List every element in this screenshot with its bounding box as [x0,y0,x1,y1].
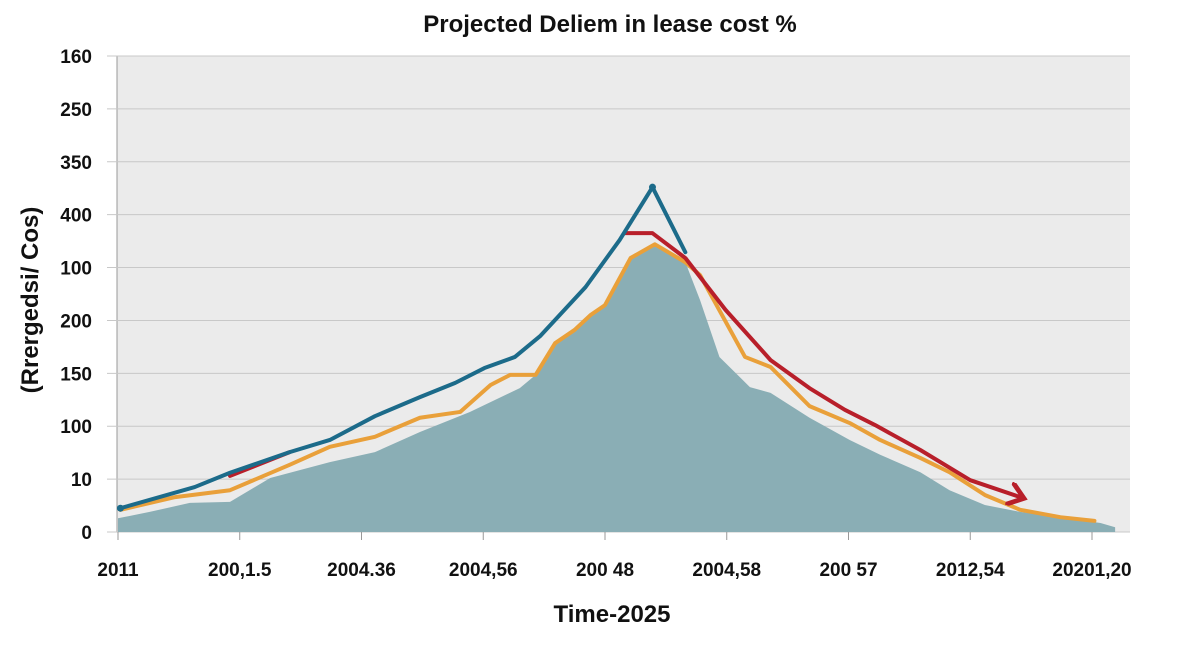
y-axis-label: (Rrergedsi/ Cos) [17,207,44,394]
x-tick-label: 200 48 [576,560,634,581]
y-tick-label: 160 [60,47,92,68]
y-tick-label: 10 [71,470,92,491]
y-tick-label: 0 [81,523,92,544]
x-tick-label: 200,1.5 [208,560,272,581]
x-tick-label: 200 57 [819,560,877,581]
x-axis-label: Time-2025 [554,601,671,628]
y-tick-label: 100 [60,417,92,438]
y-tick-label: 400 [60,206,92,227]
x-tick-label: 2012,54 [936,560,1005,581]
x-tick-label: 2004.36 [327,560,396,581]
y-tick-label: 250 [60,100,92,121]
series-line-red [622,231,1020,497]
y-tick-label: 150 [60,364,92,385]
data-point [116,504,124,512]
y-tick-label: 200 [60,311,92,332]
data-point [648,183,656,191]
x-tick-label: 2011 [97,560,139,581]
y-tick-label: 100 [60,259,92,280]
x-tick-label: 20201,20 [1052,560,1131,581]
y-tick-label: 350 [60,153,92,174]
x-tick-label: 2004,58 [692,560,761,581]
area-series [118,244,1116,533]
chart-title: Projected Deliem in lease cost % [423,11,797,38]
series-line-blue [118,185,688,511]
x-tick-label: 2004,56 [449,560,518,581]
series-line-orange [118,242,1097,523]
